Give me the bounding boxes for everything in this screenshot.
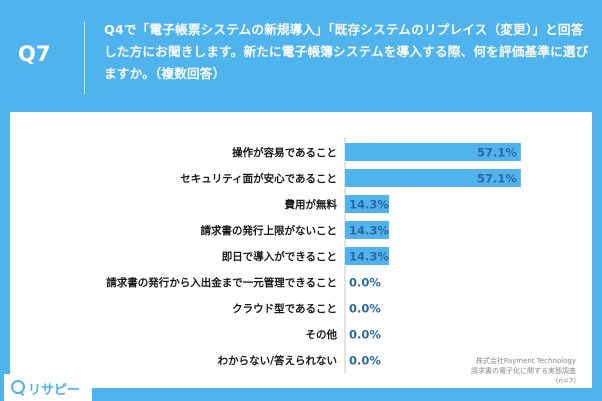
data-label: 57.1% — [477, 146, 517, 160]
category-label: 即日で導入ができること — [222, 250, 337, 263]
data-label: 0.0% — [349, 328, 381, 342]
category-label: 費用が無料 — [285, 198, 338, 211]
chart-card: 操作が容易であること 57.1% セキュリティ面が安心であること 57.1% 費用が無料… — [10, 112, 592, 388]
data-label: 0.0% — [349, 276, 381, 290]
bar — [345, 247, 390, 265]
bar — [345, 221, 390, 239]
category-label: 操作が容易であること — [232, 146, 337, 159]
category-label: 請求書の発行から入出金まで一元管理できること — [106, 276, 337, 289]
category-label: その他 — [306, 328, 338, 341]
data-label: 0.0% — [349, 302, 381, 316]
search-icon — [11, 380, 25, 394]
category-label: わからない/答えられない — [218, 354, 337, 367]
source-sample: (n=7) — [555, 377, 576, 385]
brand-name: リサピー — [28, 383, 81, 398]
source-survey: 請求書の電子化に関する実態調査 — [471, 367, 576, 375]
bar — [345, 169, 521, 187]
bar-chart: 操作が容易であること 57.1% セキュリティ面が安心であること 57.1% 費用が無料… — [106, 137, 521, 373]
brand-logo: リサピー — [4, 374, 92, 401]
bar — [345, 195, 390, 213]
question-text: Q4で「電子帳票システムの新規導入」「既存システムのリプレイス（変更）」と回答し… — [104, 22, 589, 81]
source-company: 株式会社Payment Technology — [475, 357, 576, 365]
data-label: 0.0% — [349, 354, 381, 368]
source-note: 株式会社Payment Technology 請求書の電子化に関する実態調査 (… — [376, 356, 576, 386]
header-divider — [84, 22, 85, 94]
question-number: Q7 — [18, 42, 51, 66]
data-label: 14.3% — [349, 250, 389, 264]
category-label: セキュリティ面が安心であること — [180, 172, 337, 185]
data-label: 14.3% — [349, 198, 389, 212]
category-label: クラウド型であること — [232, 302, 337, 315]
bar — [345, 143, 521, 161]
data-label: 57.1% — [477, 172, 517, 186]
category-label: 請求書の発行上限がないこと — [201, 224, 338, 237]
question-header: Q7 Q4で「電子帳票システムの新規導入」「既存システムのリプレイス（変更）」と… — [0, 0, 602, 112]
data-label: 14.3% — [349, 224, 389, 238]
